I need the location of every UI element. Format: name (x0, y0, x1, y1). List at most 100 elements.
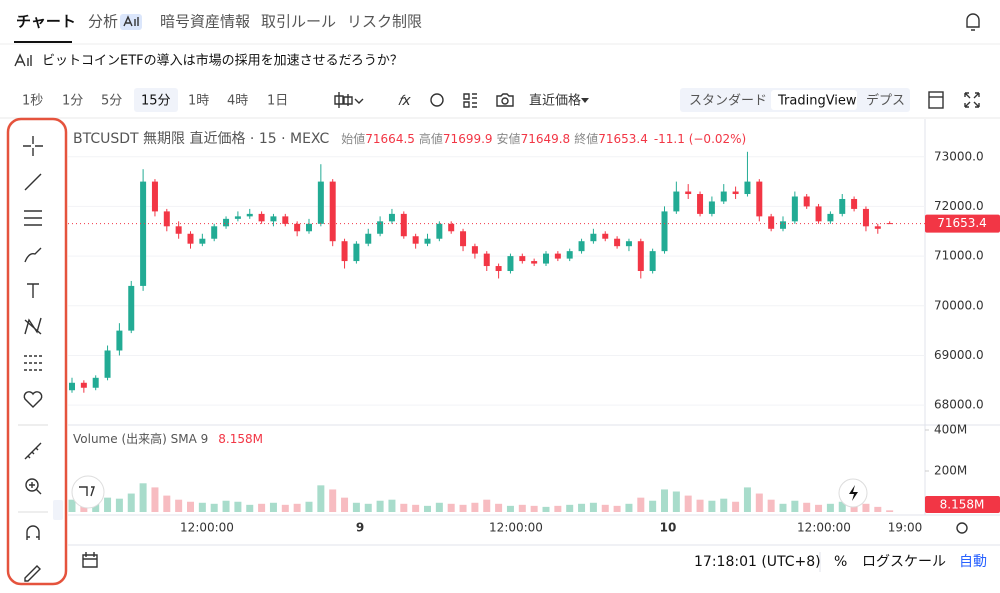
view-option[interactable]: デプス (866, 93, 905, 109)
interval[interactable]: 1秒 (22, 94, 43, 109)
interval[interactable]: 5分 (101, 94, 122, 109)
volume-bar (471, 502, 479, 512)
volume-bar (483, 499, 491, 512)
tab[interactable]: 分析 (88, 13, 118, 31)
trendline-tool[interactable] (24, 173, 42, 191)
text-tool[interactable] (27, 283, 39, 298)
tab[interactable]: 暗号資産情報 (160, 13, 250, 31)
candle-body (756, 181, 763, 217)
volume-bar (447, 503, 455, 512)
volume-tick-label: 200M (934, 464, 967, 478)
template-icon[interactable] (430, 93, 444, 107)
camera-lens (501, 97, 509, 105)
log-toggle[interactable]: ログスケール (862, 554, 946, 570)
magnet-tool[interactable] (26, 525, 40, 540)
view-option[interactable]: スタンダード (689, 94, 767, 109)
collapse-handle[interactable] (53, 500, 63, 520)
favorites-tool[interactable] (23, 391, 43, 408)
layout-icon[interactable] (463, 93, 477, 108)
candle-body (460, 231, 467, 247)
volume-bar (542, 506, 550, 512)
candle-body (531, 261, 538, 264)
ohlc-label: 安値 (497, 131, 521, 146)
y-tick-label: 72000.0 (934, 199, 984, 213)
change: -11.1 (−0.02%) (654, 132, 746, 146)
clock: 17:18:01 (UTC+8) (694, 554, 821, 570)
view-selected (771, 90, 857, 110)
tv-logo[interactable] (71, 475, 105, 509)
volume-bar (317, 485, 325, 512)
candle-body (140, 181, 147, 286)
volume-bar (281, 504, 289, 512)
candle-body (234, 216, 241, 219)
volume-title: Volume (出来高) SMA 9 (73, 431, 208, 446)
candle-body (175, 226, 182, 234)
candle-body (317, 181, 324, 224)
volume-bar (269, 502, 277, 512)
banner[interactable]: ビットコインETFの導入は市場の採用を加速させるだろうか？ (42, 53, 403, 69)
crosshair-tool[interactable] (23, 136, 43, 156)
candle-body (199, 238, 206, 244)
interval[interactable]: 15分 (141, 94, 171, 109)
volume-bar (139, 483, 147, 512)
interval[interactable]: 1時 (188, 94, 209, 109)
candle-body (803, 196, 810, 207)
volume-bar (151, 487, 159, 512)
volume-bar (850, 504, 858, 512)
price-type[interactable]: 直近価格 (529, 93, 581, 109)
view-option[interactable]: TradingView (777, 94, 857, 109)
legend: BTCUSDT 無期限 直近価格 · 15 · MEXC 始値71664.5 高値7… (73, 130, 746, 147)
auto-toggle[interactable]: 自動 (959, 554, 987, 570)
ai-icon (14, 53, 32, 67)
interval[interactable]: 4時 (227, 94, 248, 109)
tv-logo-mark (79, 486, 95, 497)
zoom-tool-detail (29, 482, 42, 495)
volume-bar (767, 499, 775, 512)
zoom-tool[interactable] (25, 478, 39, 492)
candle-body (151, 181, 158, 212)
volume-bar (388, 499, 396, 512)
ai-icon (123, 15, 139, 27)
candle-body (69, 382, 75, 391)
settings-icon[interactable] (956, 522, 968, 534)
volume-bar (341, 497, 349, 512)
panel-icon[interactable] (928, 91, 944, 109)
chart-type-icon[interactable] (334, 92, 364, 108)
camera-icon[interactable] (496, 93, 514, 107)
percent-toggle[interactable]: % (834, 554, 847, 570)
y-tick-label: 68000.0 (934, 398, 984, 412)
candle-body (839, 198, 846, 214)
y-tick-label: 69000.0 (934, 348, 984, 362)
bell-icon[interactable] (966, 13, 980, 31)
volume-bar (720, 498, 728, 512)
volume-bar (589, 502, 597, 512)
ohlc-value: 71664.5 (365, 132, 415, 146)
volume-bar (412, 504, 420, 512)
volume-bar (495, 503, 503, 512)
interval[interactable]: 1分 (62, 94, 83, 109)
ohlc-value: 71653.4 (598, 132, 648, 146)
candle-body (554, 253, 561, 259)
interval[interactable]: 1日 (267, 94, 288, 109)
ruler-tool[interactable] (24, 442, 42, 460)
time-label: 19:00 (888, 521, 923, 535)
time-label: 10 (660, 521, 677, 535)
candle-body (720, 191, 727, 202)
candle-body (282, 216, 289, 224)
fib-tool[interactable] (24, 210, 42, 226)
tab[interactable]: 取引ルール (261, 13, 336, 31)
volume-value: 8.158M (218, 432, 263, 446)
candle-body (365, 233, 372, 244)
indicator-icon[interactable]: 𝑓x (398, 93, 411, 109)
y-tick-label: 71000.0 (934, 249, 984, 263)
candle-body (578, 241, 585, 252)
lock-tool[interactable] (24, 565, 41, 582)
tab[interactable]: チャート (16, 13, 76, 31)
forecast-tool[interactable] (24, 355, 42, 371)
brush-tool[interactable] (24, 247, 42, 263)
volume-bar (696, 499, 704, 512)
pattern-tool[interactable] (24, 317, 42, 335)
calendar-icon[interactable] (82, 552, 98, 568)
fullscreen-icon[interactable] (964, 92, 980, 108)
tab[interactable]: リスク制限 (347, 13, 422, 31)
